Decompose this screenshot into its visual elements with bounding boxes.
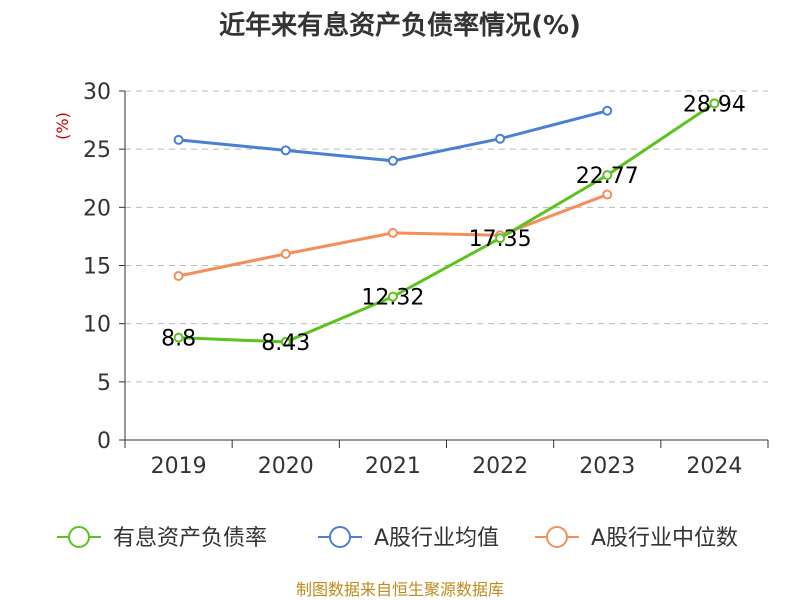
data-point bbox=[173, 270, 184, 281]
y-tick-label: 30 bbox=[83, 80, 111, 105]
data-point bbox=[602, 170, 613, 181]
chart-title: 近年来有息资产负债率情况(%) bbox=[219, 10, 581, 41]
source-note: 制图数据来自恒生聚源数据库 bbox=[296, 580, 504, 599]
x-tick-label: 2021 bbox=[365, 454, 421, 479]
legend-item: A股行业均值 bbox=[318, 526, 499, 551]
data-point bbox=[602, 189, 613, 200]
x-tick-label: 2022 bbox=[472, 454, 528, 479]
axes bbox=[119, 90, 769, 448]
data-point bbox=[280, 336, 291, 347]
x-tick-label: 2020 bbox=[258, 454, 314, 479]
x-tick-label: 2024 bbox=[686, 454, 742, 479]
data-point bbox=[602, 105, 613, 116]
y-tick-label: 15 bbox=[83, 255, 111, 280]
x-tick-labels: 2019 2020 2021 2022 2023 2024 bbox=[151, 454, 743, 479]
y-axis-label: (%) bbox=[53, 112, 72, 140]
data-point bbox=[387, 155, 398, 166]
series-0: 8.8 8.43 12.32 17.35 22.77 28.94 bbox=[161, 92, 746, 356]
y-tick-label: 25 bbox=[83, 138, 111, 163]
data-point bbox=[709, 98, 720, 109]
data-point bbox=[387, 291, 398, 302]
data-label: 12.32 bbox=[361, 286, 424, 311]
data-label: 17.35 bbox=[469, 227, 532, 252]
data-point bbox=[387, 227, 398, 238]
y-tick-label: 20 bbox=[83, 196, 111, 221]
data-label: 8.8 bbox=[161, 327, 196, 352]
series-line bbox=[178, 102, 716, 344]
series-2 bbox=[173, 189, 613, 281]
data-label: 28.94 bbox=[683, 92, 746, 117]
data-point bbox=[173, 134, 184, 145]
data-point bbox=[280, 145, 291, 156]
x-tick-label: 2019 bbox=[151, 454, 207, 479]
legend-marker bbox=[68, 526, 90, 548]
data-point bbox=[495, 233, 506, 244]
data-label: 8.43 bbox=[261, 331, 310, 356]
legend-label: A股行业中位数 bbox=[591, 526, 738, 551]
legend-item: 有息资产负债率 bbox=[57, 526, 267, 551]
y-tick-labels: 0 5 10 15 20 25 30 bbox=[83, 80, 111, 454]
data-label: 22.77 bbox=[576, 164, 639, 189]
legend-label: A股行业均值 bbox=[374, 526, 499, 551]
data-point bbox=[495, 133, 506, 144]
y-tick-label: 10 bbox=[83, 313, 111, 338]
legend-marker bbox=[329, 526, 351, 548]
series-lines: 8.8 8.43 12.32 17.35 22.77 28.94 bbox=[161, 92, 746, 356]
data-point bbox=[280, 248, 291, 259]
legend-label: 有息资产负债率 bbox=[113, 526, 267, 551]
legend-marker bbox=[546, 526, 568, 548]
x-tick-label: 2023 bbox=[579, 454, 635, 479]
y-tick-label: 5 bbox=[97, 371, 111, 396]
y-tick-label: 0 bbox=[97, 429, 111, 454]
series-line bbox=[178, 109, 608, 163]
legend: 有息资产负债率 A股行业均值 A股行业中位数 bbox=[57, 526, 738, 551]
legend-item: A股行业中位数 bbox=[535, 526, 738, 551]
series-1 bbox=[173, 105, 613, 166]
data-point bbox=[173, 332, 184, 343]
